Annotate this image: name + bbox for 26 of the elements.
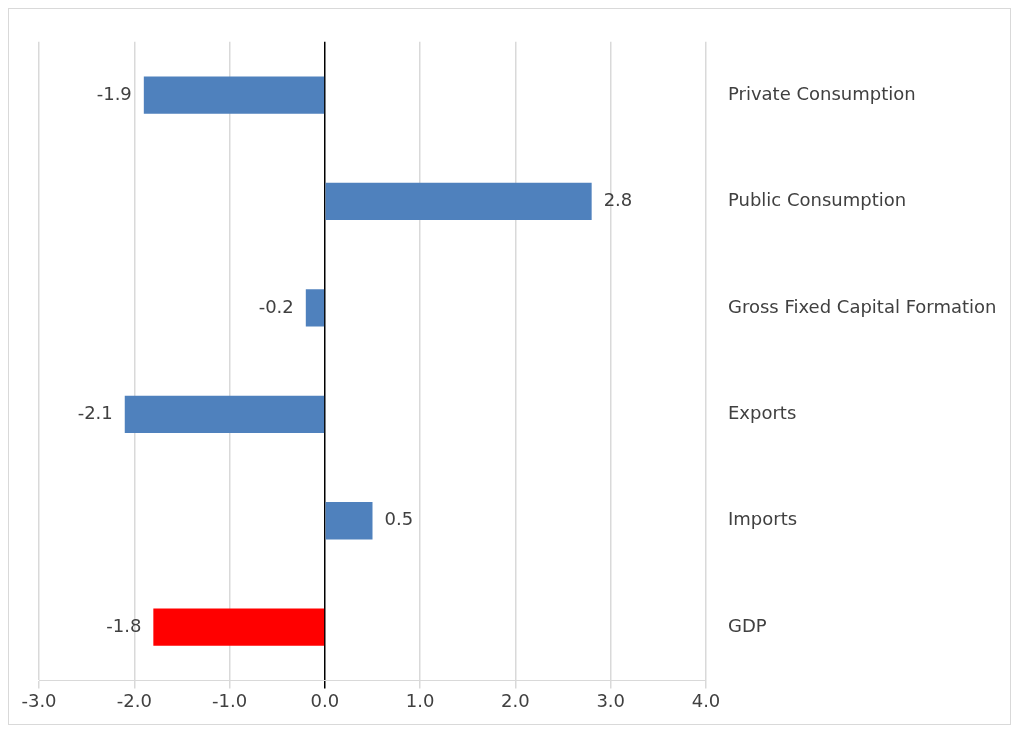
bar [124,395,325,433]
x-tick-label: 1.0 [405,689,435,711]
bar [325,182,592,221]
x-tick-label: -1.0 [212,689,248,711]
data-label: -0.2 [258,295,294,317]
y-tick-label: Gross Fixed Capital Formation [728,295,997,317]
data-label: -1.8 [106,614,142,636]
data-label: 0.5 [384,508,414,530]
data-label: 2.8 [603,189,633,211]
y-tick-label: Private Consumption [728,82,916,104]
x-tick-label: 3.0 [596,689,626,711]
x-tick-label: 4.0 [691,689,721,711]
data-label: -1.9 [96,82,132,104]
y-tick-label: Imports [728,508,798,530]
y-tick-label: GDP [728,614,767,636]
y-tick-label: Exports [728,401,797,423]
bar [153,608,325,646]
y-tick-label: Public Consumption [728,189,907,211]
x-tick-label: 2.0 [501,689,530,711]
bar [143,76,325,114]
x-tick-label: -3.0 [21,689,57,711]
data-label: -2.1 [77,401,113,423]
bar [305,289,325,327]
x-tick-label: 0.0 [310,689,340,711]
x-tick-label: -2.0 [116,689,152,711]
bar [325,502,373,540]
